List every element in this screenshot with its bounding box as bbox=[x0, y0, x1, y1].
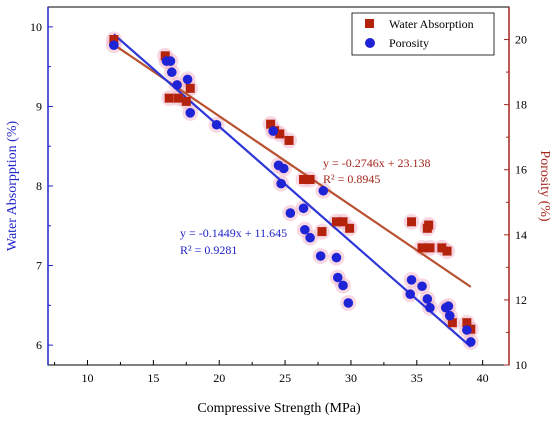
legend-porosity-marker bbox=[365, 38, 375, 48]
x-tick-label: 40 bbox=[477, 371, 489, 385]
y-right-tick-label: 20 bbox=[515, 33, 527, 47]
porosity-point bbox=[425, 302, 435, 313]
water-absorption-point bbox=[462, 318, 472, 328]
x-tick-label: 20 bbox=[213, 371, 225, 385]
porosity-point bbox=[343, 298, 354, 308]
water-absorption-point bbox=[284, 135, 294, 145]
legend-box bbox=[351, 12, 495, 56]
trendline-layer bbox=[113, 33, 472, 348]
legend-porosity-label: Porosity bbox=[389, 36, 429, 50]
water-absorption-point bbox=[317, 227, 327, 237]
y-left-tick-label: 8 bbox=[36, 179, 42, 193]
tick-layer: 10 15 20 25 30 35 40 6 7 8 9 10 10 12 14 16 18 20 bbox=[30, 20, 527, 385]
porosity-point bbox=[165, 56, 176, 66]
porosity-point bbox=[466, 337, 476, 347]
porosity-point bbox=[300, 224, 310, 235]
porosity-point bbox=[182, 74, 193, 85]
water-absorption-point bbox=[407, 217, 417, 227]
y-right-axis-title: Porosity (%) bbox=[537, 150, 550, 222]
y-left-tick-label: 10 bbox=[30, 20, 42, 34]
y-right-tick-label: 16 bbox=[515, 163, 527, 177]
x-tick-label: 15 bbox=[147, 371, 159, 385]
porosity-point bbox=[285, 208, 296, 218]
x-axis-title: Compressive Strength (MPa) bbox=[197, 401, 361, 416]
water-absorption-point bbox=[424, 220, 434, 230]
water-absorption-point bbox=[275, 129, 285, 139]
porosity-point bbox=[278, 163, 289, 174]
water-absorption-point bbox=[425, 243, 435, 253]
porosity-point bbox=[338, 280, 348, 291]
y-right-tick-label: 18 bbox=[515, 98, 527, 112]
water-absorption-point bbox=[299, 174, 309, 184]
water-absorption-point bbox=[331, 217, 341, 227]
porosity-point bbox=[315, 251, 326, 261]
porosity-point bbox=[298, 203, 309, 214]
x-tick-label: 10 bbox=[82, 371, 94, 385]
water-absorption-point bbox=[417, 243, 427, 253]
water-absorption-point bbox=[345, 223, 355, 233]
water-absorption-point bbox=[164, 93, 174, 103]
porosity-point bbox=[462, 325, 472, 335]
legend-water-absorption-label: Water Absorption bbox=[389, 17, 474, 31]
porosity-point bbox=[167, 67, 177, 78]
water-absorption-equation: y = -0.2746x + 23.138 bbox=[323, 156, 431, 170]
porosity-point bbox=[211, 119, 222, 130]
porosity-point bbox=[268, 126, 279, 136]
porosity-point bbox=[109, 40, 119, 50]
x-tick-label: 30 bbox=[345, 371, 357, 385]
y-right-tick-label: 12 bbox=[515, 293, 527, 307]
water-absorption-point bbox=[181, 96, 191, 106]
porosity-point bbox=[172, 80, 182, 90]
water-absorption-r2: R² = 0.8945 bbox=[323, 172, 380, 186]
porosity-point bbox=[305, 232, 315, 243]
porosity-point bbox=[318, 185, 329, 196]
porosity-equation: y = -0.1449x + 11.645 bbox=[180, 226, 287, 240]
legend: Water Absorption Porosity bbox=[351, 12, 495, 56]
y-left-tick-label: 7 bbox=[36, 259, 42, 273]
y-left-axis-title: Water Absorpption (%) bbox=[5, 121, 20, 252]
water-absorption-point bbox=[447, 318, 457, 328]
legend-water-absorption-marker bbox=[365, 19, 374, 28]
porosity-point bbox=[331, 252, 342, 263]
porosity-trendline bbox=[113, 33, 472, 348]
porosity-point bbox=[276, 178, 286, 189]
y-right-tick-label: 10 bbox=[515, 358, 527, 372]
water-absorption-point bbox=[160, 51, 170, 61]
water-absorption-point bbox=[185, 83, 195, 93]
porosity-point bbox=[185, 108, 196, 118]
y-left-tick-label: 6 bbox=[36, 338, 42, 352]
porosity-point bbox=[444, 310, 455, 321]
x-tick-label: 35 bbox=[411, 371, 423, 385]
marker-layer bbox=[109, 35, 476, 347]
water-absorption-point bbox=[338, 217, 348, 227]
porosity-point bbox=[417, 281, 427, 292]
y-right-tick-label: 14 bbox=[515, 228, 527, 242]
y-left-tick-label: 9 bbox=[36, 99, 42, 113]
porosity-point bbox=[406, 275, 417, 285]
water-absorption-point bbox=[305, 174, 315, 184]
water-absorption-point bbox=[173, 93, 183, 103]
porosity-point bbox=[405, 289, 416, 299]
water-absorption-point bbox=[437, 243, 447, 253]
porosity-point bbox=[332, 272, 343, 283]
porosity-point bbox=[422, 294, 433, 304]
porosity-point bbox=[443, 301, 454, 311]
water-absorption-point bbox=[442, 246, 452, 256]
porosity-r2: R² = 0.9281 bbox=[180, 243, 237, 257]
water-absorption-point bbox=[109, 35, 119, 45]
x-tick-label: 25 bbox=[279, 371, 291, 385]
water-absorption-point bbox=[266, 119, 276, 129]
